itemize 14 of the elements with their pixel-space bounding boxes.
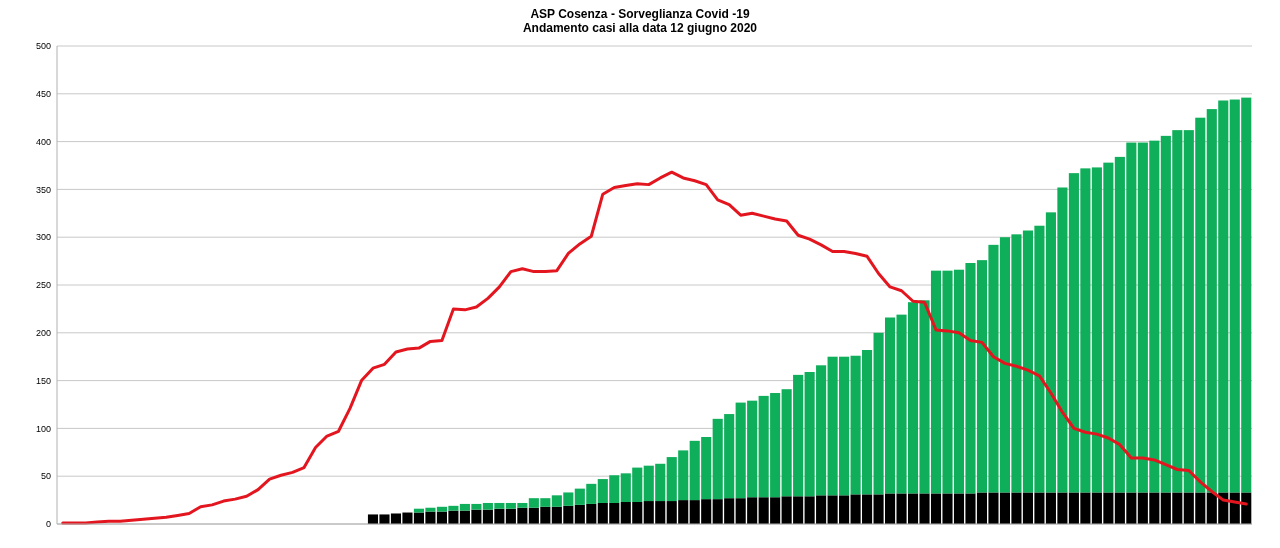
chart-subtitle: Andamento casi alla data 12 giugno 2020 — [522, 21, 758, 35]
chart-title: ASP Cosenza - Sorveglianza Covid -19 — [530, 7, 750, 21]
y-tick-label: 250 — [35, 280, 51, 291]
y-tick-label: 100 — [35, 423, 51, 434]
y-tick-label: 200 — [35, 327, 51, 338]
y-tick-label: 400 — [35, 136, 51, 147]
y-tick-label: 50 — [40, 471, 51, 482]
y-tick-label: 500 — [35, 41, 51, 52]
line-series — [61, 170, 1248, 525]
y-tick-label: 350 — [35, 184, 51, 195]
y-tick-label: 150 — [35, 375, 51, 386]
y-tick-label: 0 — [45, 519, 51, 530]
y-tick-label: 300 — [35, 232, 51, 243]
y-tick-label: 450 — [35, 88, 51, 99]
